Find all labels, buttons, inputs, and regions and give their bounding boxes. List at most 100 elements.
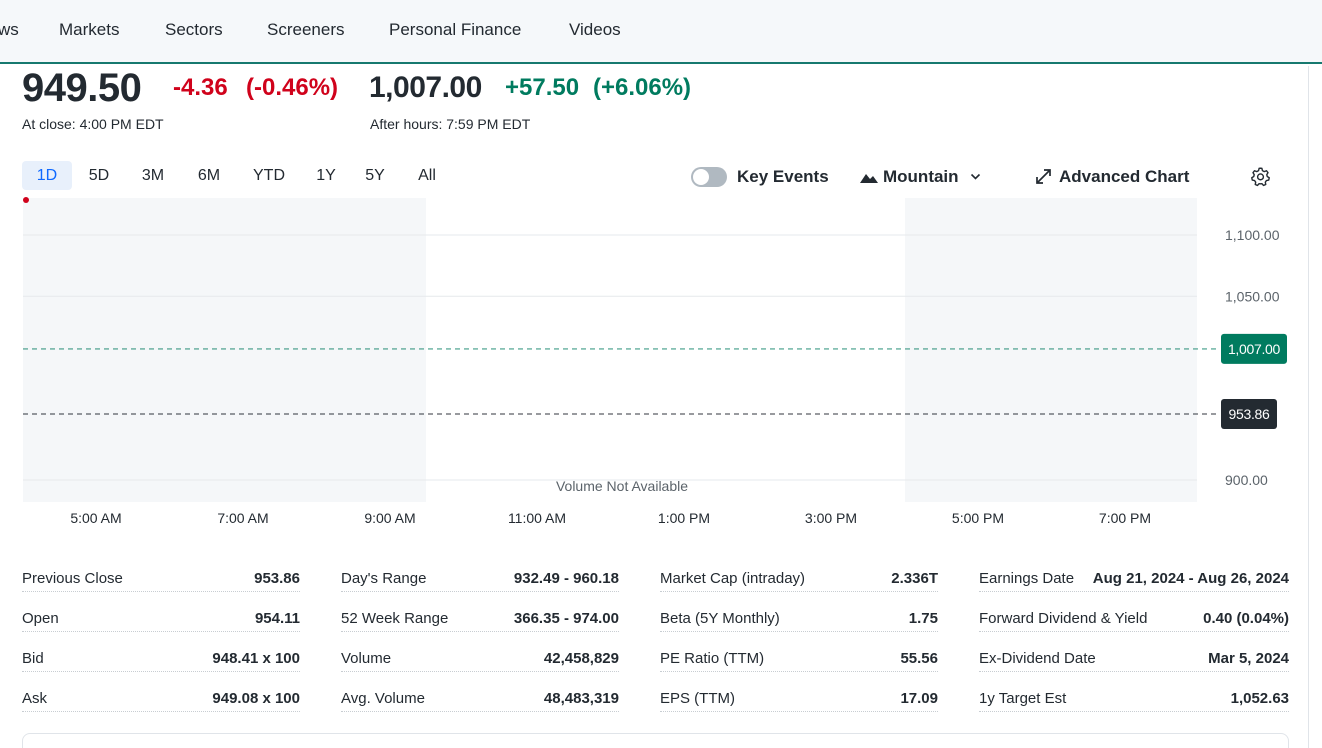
stat-label: Bid [22, 650, 44, 667]
price-label-badge [1221, 399, 1277, 430]
stat-row: Bid 948.41 x 100 [22, 648, 300, 672]
x-tick-label: 1:00 PM [658, 510, 710, 526]
range-tab-1y[interactable]: 1Y [316, 167, 336, 184]
stat-label: Open [22, 610, 59, 627]
range-tab-3m[interactable]: 3M [141, 167, 165, 184]
stat-label: Earnings Date [979, 570, 1075, 587]
range-tab-ytd[interactable]: YTD [253, 167, 285, 184]
x-tick-label: 5:00 PM [952, 510, 1004, 526]
price-chart[interactable]: 1,007.00 953.86 1,100.00 1,050.00 900.00 5:… [0, 190, 1322, 540]
stat-row: Forward Dividend & Yield 0.40 (0.04%) [979, 608, 1289, 632]
stat-label: Day's Range [341, 570, 427, 587]
moon-icon [553, 118, 559, 130]
nav-item-news[interactable]: ws [0, 20, 19, 39]
stat-row: Avg. Volume 48,483,319 [341, 688, 619, 712]
nav-item-screeners[interactable]: Screeners [267, 20, 345, 39]
gear-icon[interactable] [1250, 166, 1271, 187]
price-label-badge [1221, 333, 1287, 364]
stat-value: 366.35 - 974.00 [513, 610, 619, 627]
stat-value: 932.49 - 960.18 [513, 570, 619, 587]
nav-item-sectors[interactable]: Sectors [165, 20, 223, 39]
stat-row: Open 954.11 [22, 608, 300, 632]
x-tick-label: 5:00 AM [70, 510, 121, 526]
stat-value: 1,052.63 [1230, 690, 1289, 707]
stat-label: Forward Dividend & Yield [979, 610, 1148, 627]
y-tick-label: 1,100.00 [1225, 227, 1280, 243]
nav-item-personal-finance[interactable]: Personal Finance [389, 20, 522, 39]
stat-row: Earnings Date Aug 21, 2024 - Aug 26, 2024 [979, 568, 1289, 592]
x-tick-label: 7:00 AM [217, 510, 268, 526]
range-tab-5y[interactable]: 5Y [365, 167, 385, 184]
stat-label: 52 Week Range [341, 610, 449, 627]
stat-row: Day's Range 932.49 - 960.18 [341, 568, 619, 592]
key-events-toggle[interactable] [691, 167, 727, 187]
volume-not-available-note: Volume Not Available [556, 478, 688, 494]
advanced-chart-label[interactable]: Advanced Chart [1059, 167, 1190, 186]
stat-row: Market Cap (intraday) 2.336T [660, 568, 938, 592]
stat-value: 953.86 [254, 570, 300, 587]
price-label-text: 953.86 [1228, 406, 1270, 422]
range-tab-1d[interactable]: 1D [22, 161, 72, 190]
top-nav: ws Markets Sectors Screeners Personal Fi… [0, 0, 1322, 64]
close-price: 949.50 [22, 66, 142, 110]
stat-label: Previous Close [22, 570, 123, 587]
chart-type-label[interactable]: Mountain [883, 167, 959, 186]
x-tick-label: 3:00 PM [805, 510, 857, 526]
stat-value: 949.08 x 100 [212, 690, 300, 707]
stat-value: 2.336T [891, 570, 938, 587]
stat-label: Ask [22, 690, 48, 707]
stat-row: Previous Close 953.86 [22, 568, 300, 592]
stat-label: Market Cap (intraday) [660, 570, 806, 587]
stat-row: 52 Week Range 366.35 - 974.00 [341, 608, 619, 632]
stat-row: Volume 42,458,829 [341, 648, 619, 672]
stat-row: EPS (TTM) 17.09 [660, 688, 938, 712]
stat-label: Volume [341, 650, 392, 667]
toggle-knob [693, 169, 709, 185]
range-tab-all[interactable]: All [418, 167, 436, 184]
after-hours-price: 1,007.00 [369, 71, 482, 104]
stat-value: 948.41 x 100 [212, 650, 300, 667]
stat-value: 55.56 [900, 650, 938, 667]
stat-row: Ex-Dividend Date Mar 5, 2024 [979, 648, 1289, 672]
current-point-marker [23, 197, 29, 203]
after-hours-change: +57.50 [505, 74, 580, 101]
stat-value: Aug 21, 2024 - Aug 26, 2024 [1092, 570, 1289, 587]
stat-row: 1y Target Est 1,052.63 [979, 688, 1289, 712]
nav-item-videos[interactable]: Videos [569, 20, 621, 39]
x-tick-label: 9:00 AM [364, 510, 415, 526]
range-tab-5d[interactable]: 5D [88, 167, 110, 184]
stat-label: Avg. Volume [341, 690, 425, 707]
stat-value: 17.09 [900, 690, 938, 707]
stat-label: Ex-Dividend Date [979, 650, 1096, 667]
stat-row: PE Ratio (TTM) 55.56 [660, 648, 938, 672]
chevron-down-icon[interactable] [970, 173, 981, 181]
close-change: -4.36 [173, 74, 228, 101]
stat-label: Beta (5Y Monthly) [660, 610, 780, 627]
stat-value: 1.75 [908, 610, 938, 627]
stat-value: 954.11 [254, 610, 300, 627]
stat-value: 0.40 (0.04%) [1203, 610, 1289, 627]
after-hours-shade [905, 198, 1197, 502]
mountain-icon[interactable] [859, 170, 879, 184]
x-tick-label: 11:00 AM [508, 510, 566, 526]
stat-value: 42,458,829 [543, 650, 619, 667]
stat-row: Ask 949.08 x 100 [22, 688, 300, 712]
expand-icon[interactable] [1035, 168, 1052, 185]
range-tab-6m[interactable]: 6M [197, 167, 221, 184]
price-label-text: 1,007.00 [1228, 341, 1281, 357]
bottom-card [22, 733, 1289, 748]
nav-item-markets[interactable]: Markets [59, 20, 120, 39]
after-hours-change-percent: (+6.06%) [593, 74, 692, 101]
y-tick-label: 900.00 [1225, 472, 1268, 488]
right-divider [1308, 66, 1309, 748]
stat-row: Beta (5Y Monthly) 1.75 [660, 608, 938, 632]
after-hours-time: After hours: 7:59 PM EDT [370, 116, 531, 132]
x-tick-label: 7:00 PM [1099, 510, 1151, 526]
stat-value: 48,483,319 [543, 690, 619, 707]
y-tick-label: 1,050.00 [1225, 288, 1280, 304]
key-events-label[interactable]: Key Events [737, 167, 829, 186]
close-time: At close: 4:00 PM EDT [22, 116, 164, 132]
pre-market-shade [23, 198, 426, 502]
stat-label: EPS (TTM) [660, 690, 735, 707]
stat-value: Mar 5, 2024 [1208, 650, 1289, 667]
